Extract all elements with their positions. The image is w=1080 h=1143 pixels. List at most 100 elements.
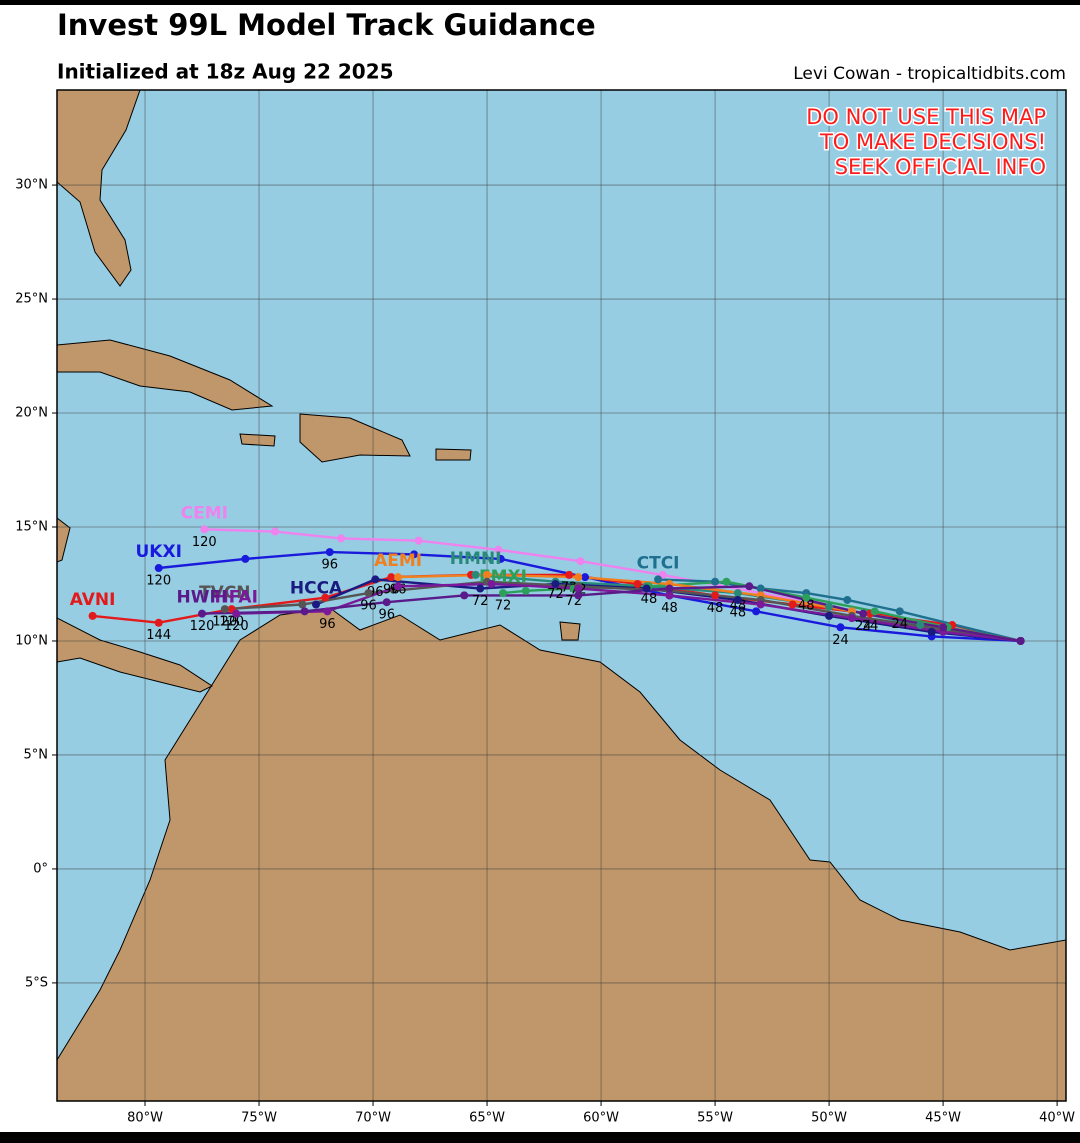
track-point: [154, 618, 163, 627]
central-america-north: [57, 517, 71, 563]
track-point: [756, 600, 765, 609]
track-line: [201, 585, 1021, 643]
trinidad: [559, 621, 581, 641]
track-point: [847, 614, 856, 623]
x-tick-label: 40°W: [1039, 1111, 1075, 1126]
forecast-hour: 120: [192, 535, 217, 550]
track-point: [722, 577, 731, 586]
y-tick-label: 5°N: [24, 747, 49, 762]
track-point: [220, 605, 229, 614]
track-point: [939, 623, 948, 632]
hispaniola: [299, 413, 411, 463]
track-point: [711, 577, 720, 586]
axes: 80°W 75°W 70°W 65°W 60°W 55°W 50°W 45°W 40°W 5°S 0…: [15, 178, 1075, 1126]
model-label: HWFI: [177, 588, 228, 608]
jamaica: [239, 433, 276, 447]
track-point: [241, 554, 250, 563]
track-point: [633, 579, 642, 588]
cuba: [57, 339, 274, 411]
track-point: [574, 573, 583, 582]
track-point: [788, 600, 797, 609]
track-point: [756, 584, 765, 593]
track-point: [825, 611, 834, 620]
track-point: [88, 611, 97, 620]
forecast-hour: 72: [472, 594, 489, 609]
x-tick-label: 50°W: [811, 1111, 847, 1126]
track-point: [916, 621, 925, 630]
track-point: [232, 609, 241, 618]
track-point: [733, 595, 742, 604]
x-tick-label: 65°W: [469, 1111, 505, 1126]
track-point: [711, 591, 720, 600]
track-point: [198, 609, 207, 618]
y-tick-label: 15°N: [15, 519, 48, 534]
forecast-hour: 24: [832, 633, 849, 648]
track-point: [1016, 636, 1025, 645]
track-point: [298, 600, 307, 609]
track-point: [927, 627, 936, 636]
subtitle: Initialized at 18z Aug 22 2025: [57, 60, 394, 84]
bottom-bar: [0, 1132, 1080, 1143]
plot-frame: [56, 89, 1067, 1102]
warning-line: TO MAKE DECISIONS!: [819, 130, 1046, 154]
model-label: AEMI: [374, 551, 422, 571]
track-point: [471, 570, 480, 579]
track-point: [521, 586, 530, 595]
y-tick-label: 5°S: [25, 975, 48, 990]
x-tick-label: 80°W: [127, 1111, 163, 1126]
x-tick-label: 70°W: [355, 1111, 391, 1126]
track-point: [895, 607, 904, 616]
forecast-hour: 48: [730, 599, 747, 614]
track-point: [200, 525, 209, 534]
track-point: [574, 584, 583, 593]
forecast-hour: 48: [707, 601, 724, 616]
forecast-hour: 96: [321, 558, 338, 573]
track-point: [836, 623, 845, 632]
track-point: [733, 589, 742, 598]
puerto-rico: [435, 448, 472, 461]
model-label: HCCA: [290, 579, 343, 599]
model-label: HFAI: [215, 588, 258, 608]
x-tick-label: 60°W: [583, 1111, 619, 1126]
forecast-hour: 96: [319, 617, 336, 632]
track-point: [387, 573, 396, 582]
model-label: HMNI: [450, 549, 502, 569]
track-point: [825, 602, 834, 611]
track-point: [323, 607, 332, 616]
track-point: [802, 593, 811, 602]
track-point: [300, 607, 309, 616]
model-label: CEMI: [181, 503, 228, 523]
track-point: [654, 575, 663, 584]
forecast-hour: 96: [378, 608, 395, 623]
x-tick-label: 45°W: [925, 1111, 961, 1126]
forecast-hour: 120: [219, 615, 244, 630]
forecast-hour: 120: [212, 615, 237, 630]
track-point: [745, 582, 754, 591]
land: [57, 90, 1066, 1101]
track-point: [581, 573, 590, 582]
forecast-hour: 72: [547, 587, 564, 602]
track-point: [460, 591, 469, 600]
track-point: [410, 550, 419, 559]
forecast-hour: 96: [367, 585, 384, 600]
y-tick-label: 0°: [33, 861, 48, 876]
title: Invest 99L Model Track Guidance: [57, 8, 596, 42]
track-point: [394, 573, 403, 582]
track-point: [843, 595, 852, 604]
forecast-hour: 48: [661, 601, 678, 616]
track-point: [859, 609, 868, 618]
track-point: [665, 591, 674, 600]
track-point: [312, 600, 321, 609]
y-tick-label: 20°N: [15, 406, 48, 421]
track-point: [574, 591, 583, 600]
track-point: [642, 584, 651, 593]
warning-line: SEEK OFFICIAL INFO: [835, 155, 1046, 179]
forecast-hour: 48: [641, 592, 658, 607]
track-point: [494, 545, 503, 554]
track-point: [496, 554, 505, 563]
y-tick-label: 30°N: [15, 178, 48, 193]
central-america: [57, 617, 214, 693]
credit: Levi Cowan - tropicaltidbits.com: [793, 64, 1066, 84]
